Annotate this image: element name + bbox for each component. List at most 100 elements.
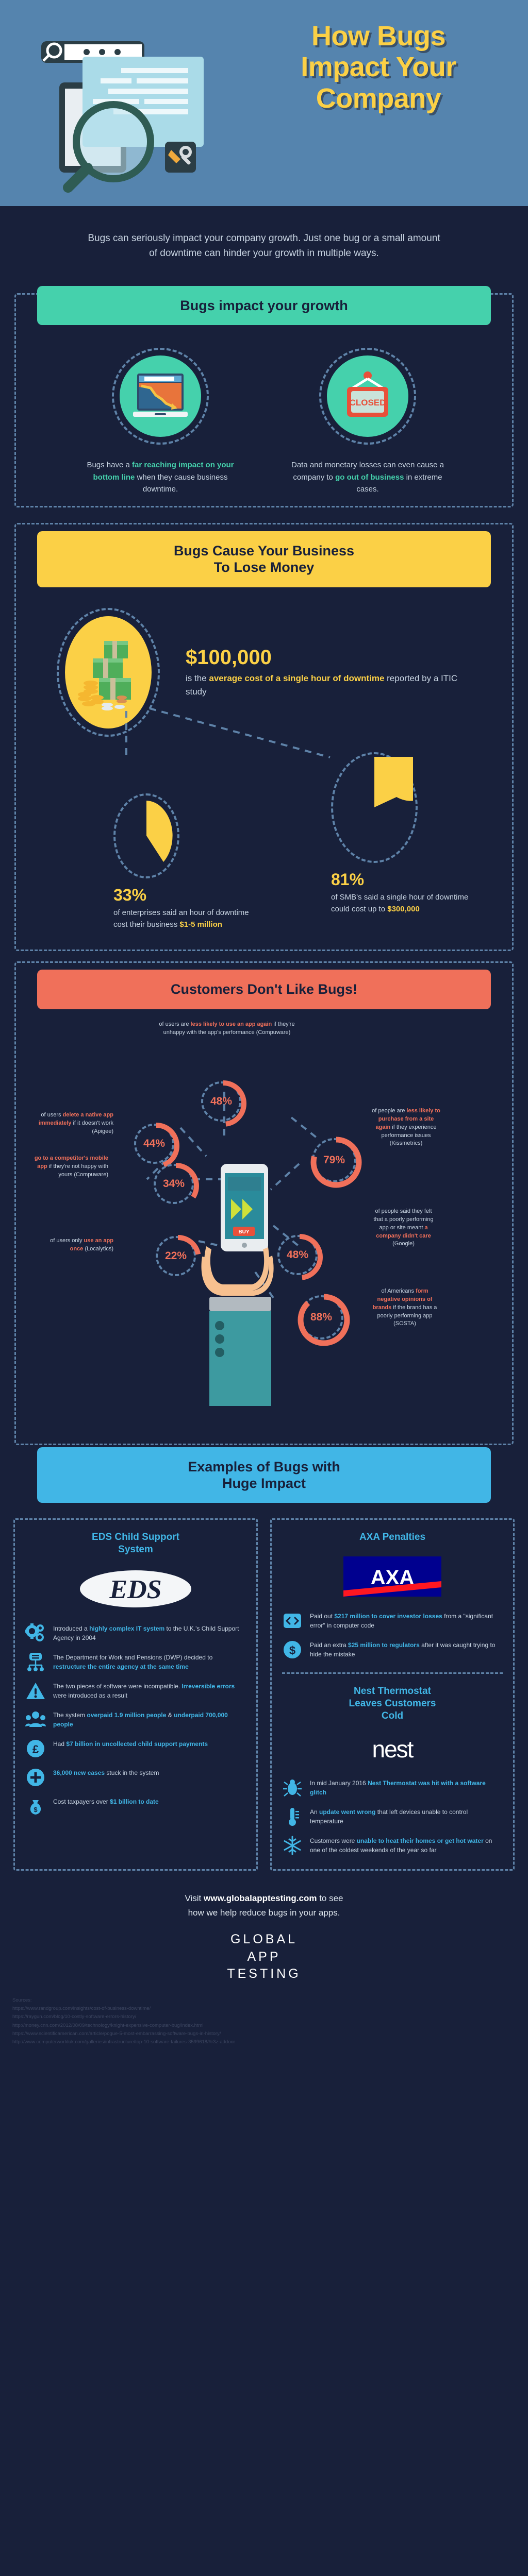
magnifier-document-art	[41, 41, 204, 193]
b-strong: Irreversible errors	[182, 1682, 235, 1690]
examples-banner-line-1: Examples of Bugs with	[188, 1459, 340, 1475]
users-group-icon	[25, 1711, 46, 1727]
note-post: (Localytics)	[83, 1245, 113, 1252]
card-eds: EDS Child Support System EDS	[13, 1518, 258, 1871]
growth-circle-0	[120, 355, 201, 437]
brand-logo: GLOBAL APP TESTING	[215, 1931, 313, 1983]
nest-bullet-2: Customers were unable to heat their home…	[282, 1835, 503, 1856]
money-desc-pre: is the	[186, 673, 209, 684]
growth-icon-frame-0	[112, 348, 209, 445]
declining-chart-laptop-icon	[133, 374, 188, 417]
donut-ring-79	[310, 1137, 362, 1188]
eds-bullet-0: Introduced a highly complex IT system to…	[25, 1623, 246, 1643]
eds-bullet-6: $ Cost taxpayers over $1 billion to date	[25, 1796, 246, 1817]
b-post: stuck in the system	[105, 1769, 159, 1776]
money-banner: Bugs Cause Your Business To Lose Money	[37, 531, 491, 587]
b-post: that left devices unable to control temp…	[310, 1808, 468, 1825]
snowflake-icon	[284, 1836, 301, 1855]
b-strong: $25 million to regulators	[348, 1641, 420, 1649]
source-link[interactable]: http://money.cnn.com/2012/08/09/technolo…	[12, 2022, 204, 2028]
examples-banner: Examples of Bugs with Huge Impact	[37, 1447, 491, 1503]
donut-48-bottom: 48%	[276, 1233, 323, 1280]
note-post: if they're not happy with yours (Compuwa…	[47, 1163, 108, 1178]
money-desc-post: reported by a ITIC study	[186, 673, 458, 697]
donut-22-value: 22%	[164, 1249, 187, 1262]
source-link[interactable]: https://raygun.com/blog/10-costly-softwa…	[12, 2014, 137, 2020]
nest-bullet-1: An update went wrong that left devices u…	[282, 1806, 503, 1827]
card-nest-title-line-3: Cold	[381, 1710, 404, 1721]
growth-item-1: CLOSED Data and monetary losses can even…	[290, 348, 445, 495]
nest-logo-text: nest	[372, 1736, 414, 1763]
stat-strong: $1-5 million	[179, 920, 222, 929]
brand-line-1: GLOBAL	[230, 1931, 298, 1946]
footer-cta: Visit www.globalapptesting.com to see ho…	[10, 1891, 518, 1919]
footer: Visit www.globalapptesting.com to see ho…	[0, 1871, 528, 1990]
nest-bullet-0: In mid January 2016 Nest Thermostat was …	[282, 1777, 503, 1798]
source-link[interactable]: https://www.scientificamerican.com/artic…	[12, 2030, 221, 2037]
source-link[interactable]: https://www.randgroup.com/insights/cost-…	[12, 2006, 151, 2012]
org-chart-icon	[27, 1652, 44, 1671]
axa-logo-icon: AXA	[343, 1556, 441, 1597]
b-strong2: underpaid 700,000 people	[53, 1711, 228, 1728]
b-pre: Paid out	[310, 1613, 335, 1620]
b-strong: $7 billion in uncollected child support …	[66, 1740, 208, 1748]
plus-circle-icon	[27, 1768, 44, 1786]
donut-79-value: 79%	[323, 1154, 345, 1166]
note-strong: go to a competitor's mobile app	[34, 1155, 108, 1170]
money-banner-line-2: To Lose Money	[213, 560, 315, 575]
eds-bullets: Introduced a highly complex IT system to…	[25, 1623, 246, 1817]
b-pre: Paid an extra	[310, 1641, 349, 1649]
svg-text:BUY: BUY	[238, 1229, 249, 1235]
donut-44-value: 44%	[143, 1137, 166, 1149]
eds-bullet-2-text: The two pieces of software were incompat…	[53, 1681, 246, 1700]
donut-48-top-value: 48%	[210, 1095, 233, 1107]
card-axa-title: AXA Penalties	[359, 1532, 426, 1543]
cta-link[interactable]: www.globalapptesting.com	[204, 1893, 317, 1904]
b-strong: update went wrong	[319, 1808, 376, 1816]
bug-icon	[283, 1780, 302, 1797]
eds-bullet-0-text: Introduced a highly complex IT system to…	[53, 1623, 246, 1642]
source-link[interactable]: http://www.computerworlduk.com/galleries…	[12, 2039, 235, 2045]
donut-88: 88%	[298, 1294, 350, 1346]
stat-strong: $300,000	[387, 905, 420, 914]
money-desc-strong: average cost of a single hour of downtim…	[209, 673, 385, 684]
axa-bullet-0-text: Paid out $217 million to cover investor …	[310, 1611, 503, 1630]
b-pre: Cost taxpayers over	[53, 1798, 110, 1805]
card-eds-title-line-1: EDS Child Support	[92, 1532, 179, 1543]
nest-logo: nest	[282, 1731, 503, 1767]
note-strong: a company didn't care	[376, 1224, 431, 1239]
note-22: of users only use an app once (Localytic…	[36, 1237, 113, 1253]
donut-34-value: 34%	[162, 1177, 185, 1190]
donut-22: 22%	[155, 1234, 201, 1281]
note-strong: less likely to use an app again	[190, 1021, 272, 1027]
money-description: is the average cost of a single hour of …	[186, 672, 471, 698]
donut-79: 79%	[310, 1137, 362, 1188]
brand-line-2: APP	[247, 1949, 281, 1964]
money-section: Bugs Cause Your Business To Lose Money	[0, 500, 528, 952]
b-post: after it was caught trying to hide the m…	[310, 1641, 496, 1658]
money-headline: $100,000 is the average cost of a single…	[165, 646, 471, 698]
note-pre: of people are	[372, 1107, 407, 1114]
axa-logo: AXA	[282, 1553, 503, 1600]
cta-post: to see	[317, 1893, 343, 1904]
growth-caption-1: Data and monetary losses can even cause …	[290, 459, 445, 495]
b-post: &	[166, 1711, 174, 1719]
dollar-badge-icon: $	[284, 1641, 301, 1659]
pie-frame-33	[113, 793, 179, 878]
b-pre: Introduced a	[53, 1624, 90, 1632]
donut-34: 34%	[153, 1162, 199, 1209]
examples-banner-line-2: Huge Impact	[222, 1476, 306, 1492]
money-amount: $100,000	[186, 646, 272, 669]
closed-sign-icon: CLOSED	[347, 371, 388, 417]
intro-paragraph: Bugs can seriously impact your company g…	[88, 233, 440, 259]
b-pre: An	[310, 1808, 320, 1816]
b-strong: overpaid 1.9 million people	[87, 1711, 167, 1719]
note-pre: of users are	[159, 1021, 191, 1027]
title-line-3: Company	[316, 82, 441, 114]
eds-bullet-4: £ Had $7 billion in uncollected child su…	[25, 1738, 246, 1759]
growth-caption-0: Bugs have a far reaching impact on your …	[83, 459, 238, 495]
note-strong: delete a native app immediately	[38, 1111, 113, 1126]
examples-section: Examples of Bugs with Huge Impact	[0, 1442, 528, 1503]
eds-bullet-1-text: The Department for Work and Pensions (DW…	[53, 1652, 246, 1671]
stat-desc-81: of SMB's said a single hour of downtime …	[331, 891, 471, 916]
